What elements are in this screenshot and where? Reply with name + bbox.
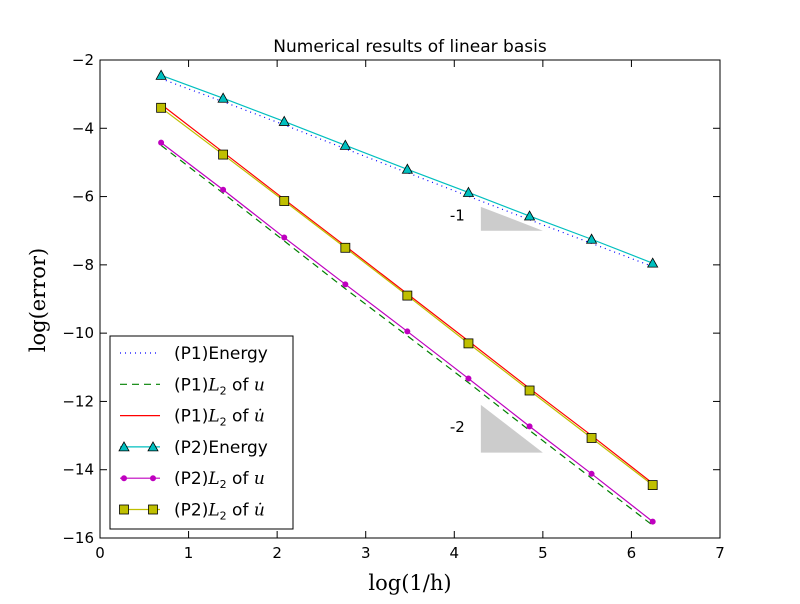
data-point [401, 163, 414, 174]
data-point [647, 257, 659, 268]
legend-label: (P1)L2 of u [174, 375, 265, 397]
legend-label: (P2)Energy [174, 438, 268, 458]
data-point [585, 233, 598, 244]
slope-triangle [480, 206, 543, 231]
data-point [281, 234, 288, 241]
x-tick-label: 7 [715, 544, 725, 562]
data-point [649, 518, 656, 525]
data-point [524, 385, 535, 396]
data-point [402, 290, 413, 301]
data-point [218, 149, 229, 160]
data-point [156, 102, 167, 113]
legend-entry: (P1)Energy [120, 344, 268, 364]
x-tick-label: 1 [184, 544, 194, 562]
series-5 [158, 139, 656, 525]
legend-entry: (P2)L2 of u̇ [119, 501, 265, 523]
legend-box [109, 335, 294, 530]
x-tick-label: 0 [95, 544, 105, 562]
data-point [278, 115, 290, 126]
data-point [340, 242, 351, 253]
data-point [588, 470, 595, 477]
x-axis-label: log(1/h) [368, 571, 451, 595]
chart-title: Numerical results of linear basis [273, 37, 547, 57]
data-point [404, 328, 411, 335]
legend-label: (P2)L2 of u [174, 469, 265, 491]
legend-entry: (P1)L2 of u [120, 375, 265, 397]
data-point [158, 139, 165, 146]
y-tick-label: −2 [72, 51, 94, 69]
slope-label: -1 [450, 206, 465, 224]
data-point [342, 281, 349, 288]
series-2 [160, 144, 654, 526]
data-point [220, 186, 227, 193]
legend-entry: (P2)L2 of u [120, 469, 265, 491]
legend-marker [150, 475, 156, 482]
legend-label: (P2)L2 of u̇ [174, 501, 265, 523]
x-tick-label: 4 [450, 544, 460, 562]
x-tick-label: 3 [361, 544, 371, 562]
y-tick-label: −4 [72, 119, 94, 137]
data-point [523, 210, 536, 221]
data-point [217, 92, 229, 103]
legend-entry: (P2)Energy [118, 438, 268, 458]
legend: (P1)Energy (P1)L2 of u (P1)L2 of u̇ (P2)Ene… [109, 335, 294, 530]
data-point [647, 480, 658, 490]
data-point [155, 69, 167, 80]
y-tick-label: −8 [72, 256, 94, 274]
legend-entry: (P1)L2 of u̇ [120, 407, 265, 429]
data-point [463, 338, 474, 349]
data-point [526, 423, 533, 430]
legend-label: (P1)Energy [174, 344, 268, 364]
y-tick-label: −12 [62, 392, 94, 410]
y-tick-label: −16 [62, 529, 94, 547]
data-point [339, 139, 352, 150]
data-point [462, 186, 475, 197]
x-tick-label: 5 [538, 544, 548, 562]
data-point [279, 196, 290, 206]
y-tick-label: −6 [72, 188, 94, 206]
axes-frame [99, 59, 721, 539]
x-tick-label: 6 [627, 544, 637, 562]
legend-marker [148, 504, 158, 515]
y-axis-label: log(error) [26, 248, 50, 352]
x-tick-label: 2 [272, 544, 282, 562]
slope-triangle [480, 404, 543, 453]
legend-marker [118, 441, 130, 452]
legend-label: (P1)L2 of u̇ [174, 407, 265, 429]
data-point [586, 433, 597, 443]
legend-marker [119, 504, 129, 515]
data-point [465, 375, 472, 382]
y-tick-label: −10 [62, 324, 94, 342]
y-tick-label: −14 [62, 461, 94, 479]
series-line [160, 144, 654, 526]
series-4 [155, 69, 659, 268]
legend-marker [147, 441, 159, 452]
legend-marker [121, 475, 127, 482]
series-6 [156, 102, 658, 490]
slope-label: -2 [450, 418, 465, 436]
